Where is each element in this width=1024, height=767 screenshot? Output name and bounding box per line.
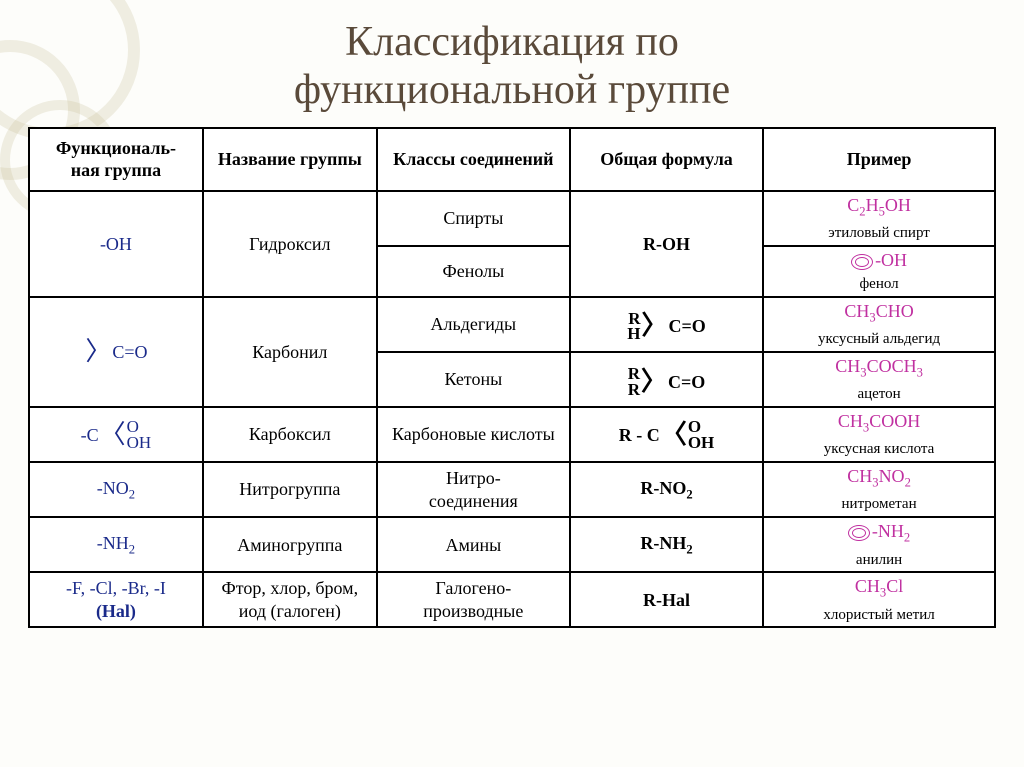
name-carbonyl: Карбонил bbox=[203, 297, 377, 407]
header-formula: Общая формула bbox=[570, 128, 763, 191]
table-row: -OH Гидроксил Спирты R-OH C2H5OH этиловы… bbox=[29, 191, 995, 246]
class-alcohols: Спирты bbox=[377, 191, 570, 246]
fg-nitro: -NO2 bbox=[29, 462, 203, 517]
example-formula: CH3COCH3 bbox=[835, 356, 923, 376]
table-row: -C 〈 OOH Карбоксил Карбоновые кислоты R … bbox=[29, 407, 995, 462]
example-acetaldehyde: CH3CHO уксусный альдегид bbox=[763, 297, 995, 352]
table-container: Функциональ-ная группа Название группы К… bbox=[0, 127, 1024, 629]
fg-hydroxyl: -OH bbox=[29, 191, 203, 297]
formula-halogen: R-Hal bbox=[570, 572, 763, 627]
title-line-1: Классификация по bbox=[345, 19, 679, 65]
name-carboxyl: Карбоксил bbox=[203, 407, 377, 462]
formula-amine: R-NH2 bbox=[570, 517, 763, 572]
example-formula: -OH bbox=[851, 250, 907, 270]
example-methyl-chloride: CH3Cl хлористый метил bbox=[763, 572, 995, 627]
table-row: 〉C=O Карбонил Альдегиды RH 〉 C=O CH3CHO … bbox=[29, 297, 995, 352]
example-name: анилин bbox=[856, 552, 902, 568]
formula-aldehyde: RH 〉 C=O bbox=[570, 297, 763, 352]
example-nitromethane: CH3NO2 нитрометан bbox=[763, 462, 995, 517]
table-row: -NH2 Аминогруппа Амины R-NH2 -NH2 анилин bbox=[29, 517, 995, 572]
header-row: Функциональ-ная группа Название группы К… bbox=[29, 128, 995, 191]
header-group-name: Название группы bbox=[203, 128, 377, 191]
example-name: уксусный альдегид bbox=[818, 331, 940, 347]
example-ethanol: C2H5OH этиловый спирт bbox=[763, 191, 995, 246]
example-name: нитрометан bbox=[842, 496, 917, 512]
example-name: фенол bbox=[859, 276, 898, 292]
example-name: уксусная кислота bbox=[824, 441, 935, 457]
example-formula: CH3CHO bbox=[844, 301, 913, 321]
class-ketones: Кетоны bbox=[377, 352, 570, 407]
name-hydroxyl: Гидроксил bbox=[203, 191, 377, 297]
class-halogen: Галогено-производные bbox=[377, 572, 570, 627]
class-nitro: Нитро-соединения bbox=[377, 462, 570, 517]
header-example: Пример bbox=[763, 128, 995, 191]
page-title: Классификация по функциональной группе bbox=[0, 0, 1024, 127]
example-phenol: -OH фенол bbox=[763, 246, 995, 297]
formula-carboxylic: R - C 〈 OOH bbox=[570, 407, 763, 462]
name-nitro: Нитрогруппа bbox=[203, 462, 377, 517]
table-row: -NO2 Нитрогруппа Нитро-соединения R-NO2 … bbox=[29, 462, 995, 517]
header-class: Классы соединений bbox=[377, 128, 570, 191]
class-amines: Амины bbox=[377, 517, 570, 572]
class-phenols: Фенолы bbox=[377, 246, 570, 297]
table-row: -F, -Cl, -Br, -I (Hal) Фтор, хлор, бром,… bbox=[29, 572, 995, 627]
fg-halogen: -F, -Cl, -Br, -I (Hal) bbox=[29, 572, 203, 627]
example-name: хлористый метил bbox=[823, 607, 934, 623]
benzene-icon bbox=[848, 525, 870, 541]
formula-ketone: RR 〉 C=O bbox=[570, 352, 763, 407]
example-formula: C2H5OH bbox=[847, 195, 911, 215]
example-formula: CH3Cl bbox=[855, 576, 903, 596]
example-name: ацетон bbox=[857, 386, 900, 402]
example-formula: -NH2 bbox=[848, 521, 910, 541]
class-carboxylic-acids: Карбоновые кислоты bbox=[377, 407, 570, 462]
example-name: этиловый спирт bbox=[828, 225, 930, 241]
example-acetic-acid: CH3COOH уксусная кислота bbox=[763, 407, 995, 462]
class-aldehydes: Альдегиды bbox=[377, 297, 570, 352]
benzene-icon bbox=[851, 254, 873, 270]
example-formula: CH3COOH bbox=[838, 411, 920, 431]
classification-table: Функциональ-ная группа Название группы К… bbox=[28, 127, 996, 629]
fg-carbonyl: 〉C=O bbox=[29, 297, 203, 407]
name-halogen: Фтор, хлор, бром, иод (галоген) bbox=[203, 572, 377, 627]
name-amino: Аминогруппа bbox=[203, 517, 377, 572]
formula-nitro: R-NO2 bbox=[570, 462, 763, 517]
example-acetone: CH3COCH3 ацетон bbox=[763, 352, 995, 407]
example-formula: CH3NO2 bbox=[847, 466, 911, 486]
title-line-2: функциональной группе bbox=[294, 67, 730, 113]
formula-roh: R-OH bbox=[570, 191, 763, 297]
header-functional-group: Функциональ-ная группа bbox=[29, 128, 203, 191]
example-aniline: -NH2 анилин bbox=[763, 517, 995, 572]
fg-carboxyl: -C 〈 OOH bbox=[29, 407, 203, 462]
fg-amino: -NH2 bbox=[29, 517, 203, 572]
